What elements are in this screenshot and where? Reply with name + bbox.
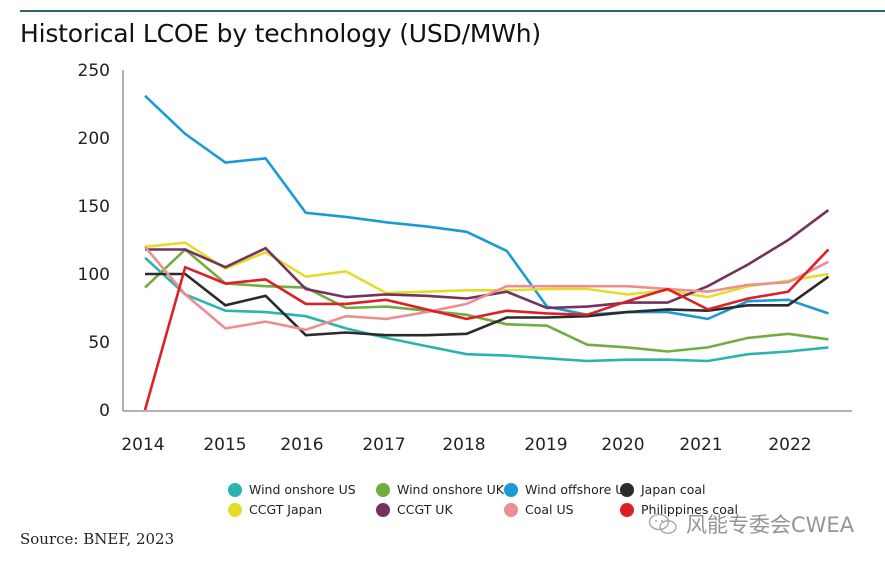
y-tick-label: 100 xyxy=(78,265,110,285)
y-tick-label: 0 xyxy=(99,401,110,421)
watermark-text: 风能专委会CWEA xyxy=(686,513,855,537)
legend-item: Japan coal xyxy=(620,482,706,497)
series-line-coal-us xyxy=(144,245,829,332)
series-line-philippines-coal xyxy=(143,248,830,411)
x-tick-label: 2018 xyxy=(442,435,485,455)
series-line-wind-offshore-uk xyxy=(144,94,829,321)
legend-swatch-icon xyxy=(620,482,634,497)
x-tick-label: 2016 xyxy=(280,435,323,455)
legend-item: CCGT UK xyxy=(376,502,453,517)
x-tick-label: 2014 xyxy=(121,435,164,455)
chart-title: Historical LCOE by technology (USD/MWh) xyxy=(20,19,541,48)
legend-item: CCGT Japan xyxy=(228,502,322,517)
legend-label: Coal US xyxy=(525,502,574,517)
legend-item: Wind offshore UK xyxy=(504,482,633,497)
y-tick-label: 50 xyxy=(88,333,110,353)
y-tick-labels: 0 50 100 150 200 250 xyxy=(78,61,110,421)
x-tick-labels: 2014 2015 2016 2017 2018 2019 2020 2021 2022 xyxy=(121,435,811,455)
x-tick-label: 2019 xyxy=(524,435,567,455)
series-lines xyxy=(143,94,830,411)
top-rule xyxy=(20,10,885,12)
legend-label: Wind onshore UK xyxy=(397,482,504,497)
legend-item: Wind onshore UK xyxy=(376,482,504,497)
legend-label: Wind onshore US xyxy=(249,482,356,497)
legend-item: Wind onshore US xyxy=(228,482,356,497)
x-tick-label: 2022 xyxy=(768,435,811,455)
series-line-ccgt-japan xyxy=(144,241,829,299)
legend-item: Coal US xyxy=(504,502,574,517)
y-tick-label: 250 xyxy=(78,61,110,81)
legend-label: CCGT Japan xyxy=(249,502,323,517)
legend-swatch-icon xyxy=(376,502,390,517)
legend-swatch-icon xyxy=(228,482,242,497)
y-tick-label: 200 xyxy=(78,129,110,149)
watermark: 风能专委会CWEA xyxy=(648,509,854,539)
x-tick-label: 2021 xyxy=(679,435,722,455)
legend-label: Wind offshore UK xyxy=(525,482,633,497)
legend-swatch-icon xyxy=(504,482,518,497)
legend-swatch-icon xyxy=(504,502,518,517)
source-note: Source: BNEF, 2023 xyxy=(20,530,175,548)
y-tick-label: 150 xyxy=(78,197,110,217)
legend-label: CCGT UK xyxy=(397,502,453,517)
x-tick-label: 2017 xyxy=(362,435,405,455)
legend-item: Philippines coal xyxy=(620,502,738,517)
x-tick-label: 2020 xyxy=(601,435,644,455)
legend-label: Philippines coal xyxy=(641,502,738,517)
series-line-japan-coal xyxy=(145,272,830,337)
x-tick-label: 2015 xyxy=(203,435,246,455)
series-line-wind-onshore-uk xyxy=(144,247,829,353)
legend-swatch-icon xyxy=(620,502,634,517)
series-line-wind-onshore-us xyxy=(144,256,829,363)
legend-label: Japan coal xyxy=(641,482,706,497)
legend-swatch-icon xyxy=(376,482,390,497)
legend-swatch-icon xyxy=(228,502,242,517)
wechat-icon xyxy=(648,513,677,534)
